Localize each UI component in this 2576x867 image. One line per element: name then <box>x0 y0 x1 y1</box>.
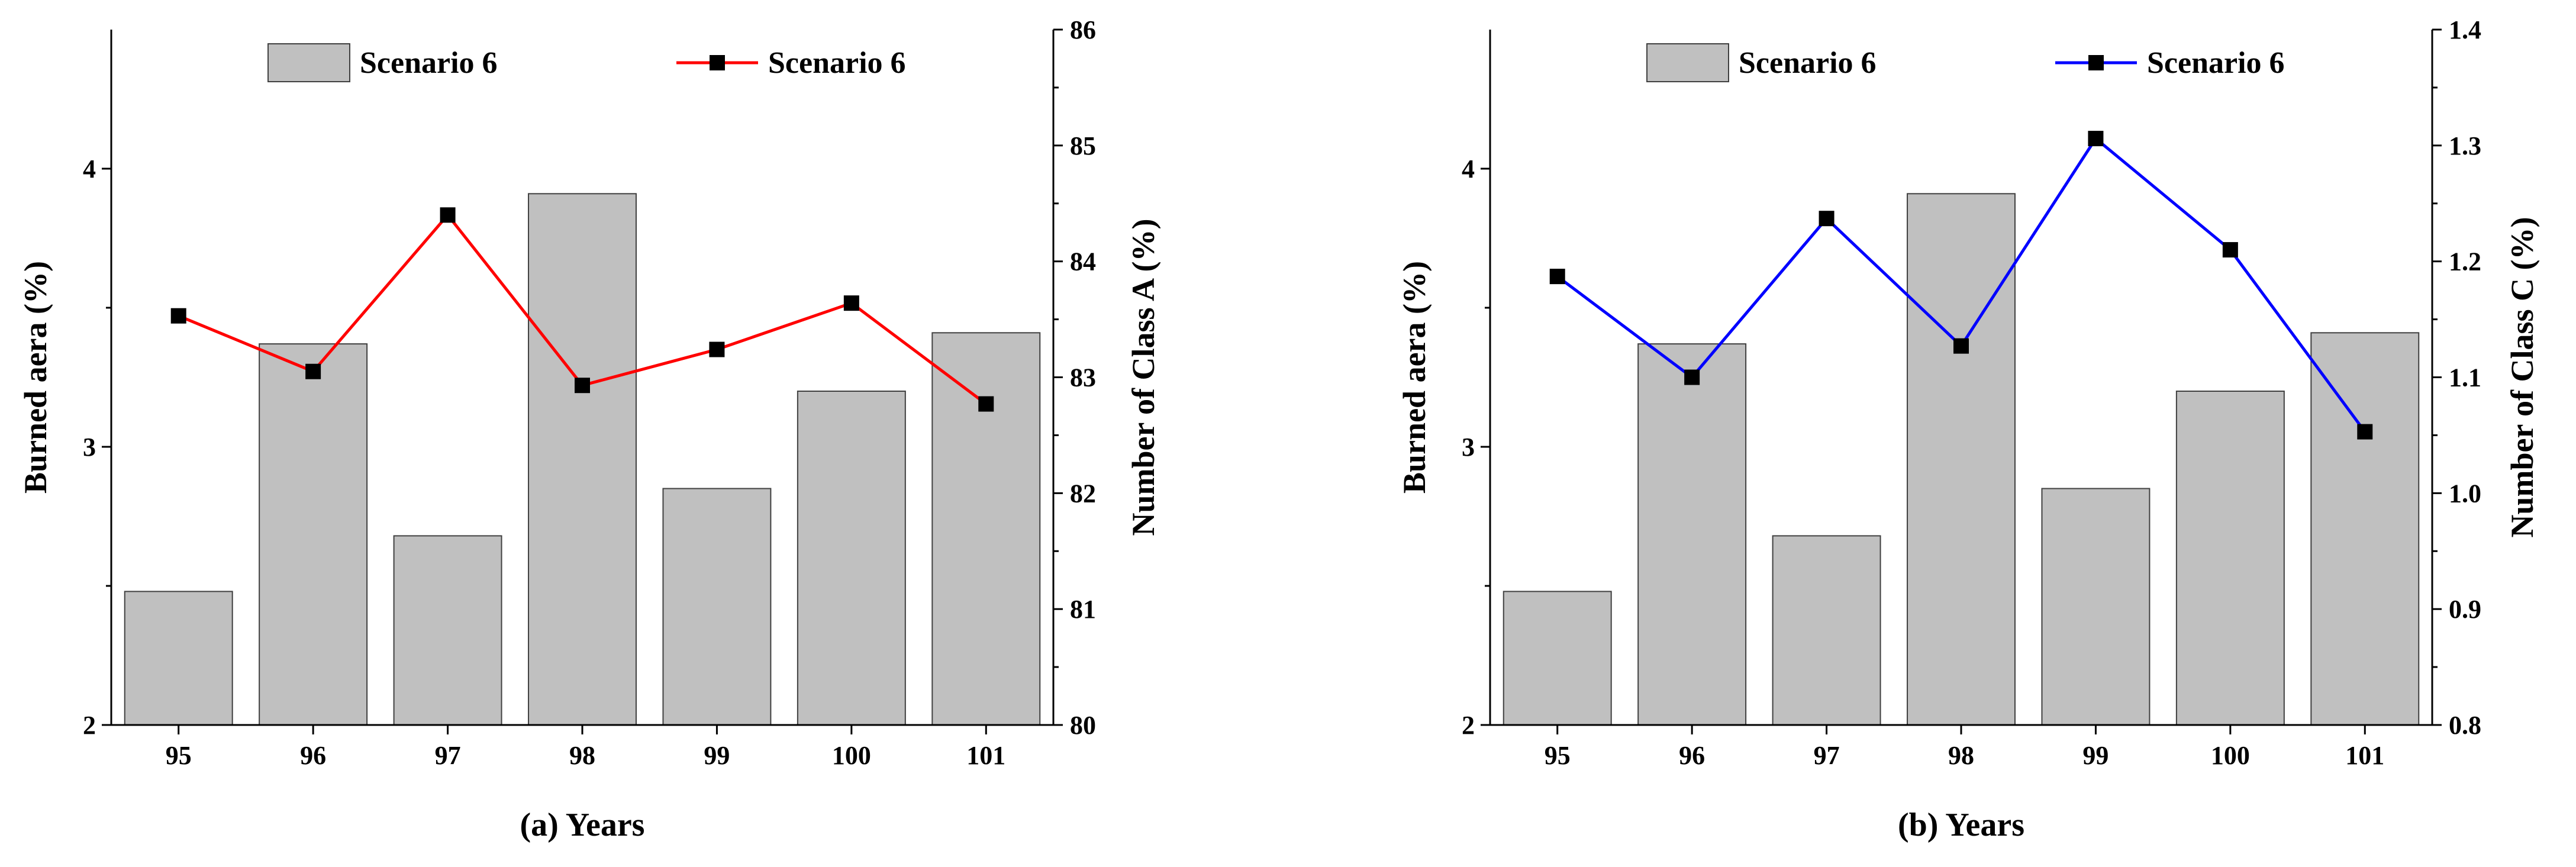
y-right-tick-label: 1.3 <box>2449 131 2481 160</box>
bar-100 <box>797 391 906 726</box>
y-left-tick-label: 4 <box>1462 154 1475 183</box>
line-point-99 <box>709 341 725 357</box>
x-tick-label: 96 <box>300 741 326 770</box>
x-tick-label: 98 <box>569 741 595 770</box>
y-left-axis-title: Burned aera (%) <box>18 261 53 494</box>
line-point-96 <box>1684 369 1700 385</box>
x-tick-label: 97 <box>435 741 461 770</box>
legend-bar-swatch <box>1646 43 1729 82</box>
line-point-95 <box>1549 269 1565 285</box>
line-point-95 <box>170 308 186 324</box>
line-point-98 <box>1953 338 1969 354</box>
bar-98 <box>528 193 637 726</box>
legend-line-label: Scenario 6 <box>2147 46 2285 80</box>
y-left-tick-label: 4 <box>83 154 96 183</box>
x-tick-label: 95 <box>166 741 192 770</box>
legend-line-marker <box>710 55 725 70</box>
x-tick-label: 95 <box>1545 741 1571 770</box>
y-right-tick-label: 1.4 <box>2449 15 2481 44</box>
x-tick-label: 98 <box>1948 741 1974 770</box>
bar-98 <box>1907 193 2016 726</box>
line-point-100 <box>843 295 859 311</box>
y-left-tick-label: 2 <box>83 711 96 740</box>
chart-panel-a: 2 3 4 80 81 82 83 84 85 86 95 96 97 98 99 100 101 Burned … <box>18 15 1161 843</box>
bar-99 <box>2041 488 2151 726</box>
y-right-tick-label: 1.0 <box>2449 479 2481 508</box>
bar-101 <box>931 332 1041 726</box>
x-tick-label: 101 <box>2345 741 2384 770</box>
y-left-tick-label: 2 <box>1462 711 1475 740</box>
y-right-tick-label: 85 <box>1070 131 1096 160</box>
bar-99 <box>662 488 772 726</box>
y-right-tick-label: 84 <box>1070 247 1096 276</box>
bar-97 <box>393 535 502 726</box>
y-right-tick-label: 1.1 <box>2449 363 2481 392</box>
x-axis-title: (a) Years <box>520 807 645 843</box>
line-point-97 <box>440 207 456 223</box>
y-right-axis-title: Number of Class C (%) <box>2504 217 2540 538</box>
x-tick-label: 97 <box>1814 741 1840 770</box>
chart-panel-b: 2 3 4 0.8 0.9 1.0 1.1 1.2 1.3 1.4 95 96 97 98 99 100 101… <box>1397 15 2540 843</box>
y-left-axis-title: Burned aera (%) <box>1397 261 1432 494</box>
bar-95 <box>1503 591 1612 726</box>
legend-line-label: Scenario 6 <box>768 46 906 80</box>
y-right-tick-label: 0.9 <box>2449 595 2481 624</box>
bar-96 <box>259 343 368 726</box>
y-right-tick-label: 86 <box>1070 15 1096 44</box>
line-point-97 <box>1819 211 1835 227</box>
legend-bar-swatch <box>267 43 350 82</box>
x-tick-label: 99 <box>2082 741 2108 770</box>
line-point-98 <box>575 378 590 394</box>
bar-95 <box>124 591 233 726</box>
y-right-tick-label: 83 <box>1070 363 1096 392</box>
y-right-tick-label: 0.8 <box>2449 711 2481 740</box>
y-right-axis-title: Number of Class A (%) <box>1126 218 1161 536</box>
x-tick-label: 100 <box>2211 741 2250 770</box>
x-tick-label: 96 <box>1679 741 1705 770</box>
line-point-100 <box>2222 242 2238 258</box>
bar-100 <box>2175 391 2285 726</box>
y-right-tick-label: 80 <box>1070 711 1096 740</box>
y-right-tick-label: 82 <box>1070 479 1096 508</box>
bar-101 <box>2310 332 2420 726</box>
legend-bar-label: Scenario 6 <box>360 46 498 80</box>
line-point-96 <box>305 363 321 379</box>
line-point-101 <box>2357 424 2373 440</box>
y-left-tick-label: 3 <box>1462 433 1475 462</box>
x-tick-label: 101 <box>966 741 1005 770</box>
y-right-tick-label: 81 <box>1070 595 1096 624</box>
y-left-tick-label: 3 <box>83 433 96 462</box>
x-axis-title: (b) Years <box>1898 807 2024 843</box>
legend-line-marker <box>2088 55 2104 70</box>
legend-bar-label: Scenario 6 <box>1739 46 1877 80</box>
x-tick-label: 99 <box>704 741 730 770</box>
line-point-99 <box>2088 131 2104 147</box>
x-tick-label: 100 <box>832 741 871 770</box>
bar-96 <box>1637 343 1747 726</box>
line-point-101 <box>978 396 994 412</box>
y-right-tick-label: 1.2 <box>2449 247 2481 276</box>
bar-97 <box>1772 535 1881 726</box>
